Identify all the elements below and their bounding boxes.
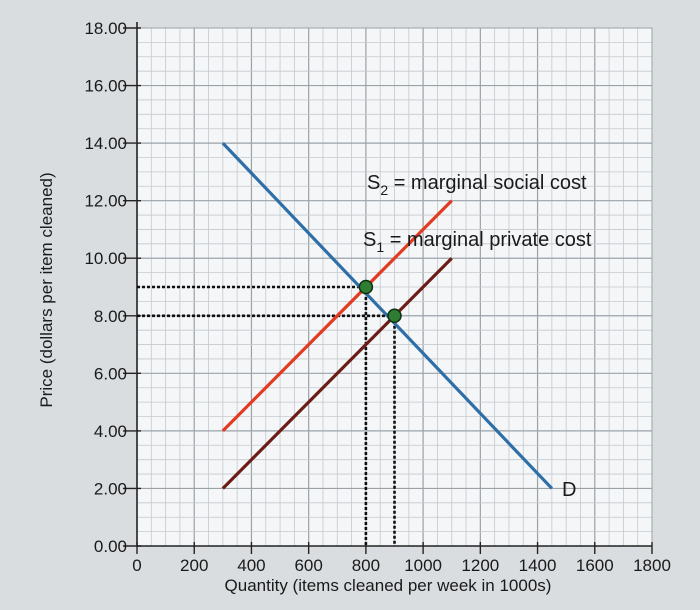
- x-tick-label: 0: [132, 556, 141, 575]
- marginal-private-cost-curve: [221, 257, 453, 490]
- x-tick-label: 600: [294, 556, 322, 575]
- s1-label-text: = marginal private cost: [384, 229, 592, 251]
- x-tick-label: 400: [237, 556, 265, 575]
- y-tick-label: 0.00: [94, 537, 127, 556]
- s1-label-sub: 1: [376, 239, 384, 255]
- s2-curve-label: S2 = marginal social cost: [367, 172, 587, 198]
- y-axis-title: Price (dollars per item cleaned): [37, 172, 56, 407]
- s1-curve-label: S1 = marginal private cost: [363, 229, 592, 255]
- y-tick-label: 8.00: [94, 307, 127, 326]
- x-tick-label: 800: [352, 556, 380, 575]
- x-axis-title: Quantity (items cleaned per week in 1000…: [225, 576, 552, 595]
- s1-label-s: S: [363, 229, 376, 251]
- x-tick-label: 200: [180, 556, 208, 575]
- x-tick-label: 1800: [633, 556, 671, 575]
- y-tick-label: 6.00: [94, 364, 127, 383]
- d-curve-label: D: [562, 479, 576, 501]
- y-tick-label: 18.00: [84, 19, 127, 38]
- dotted-guides: [137, 285, 396, 546]
- axes: 0.00 2.00 4.00 6.00 8.00 10.00 12.00 14.00 16.00…: [84, 19, 670, 575]
- s2-label-text: = marginal social cost: [388, 172, 587, 194]
- x-tick-label: 1200: [461, 556, 499, 575]
- x-tick-label: 1600: [576, 556, 614, 575]
- y-tick-label: 12.00: [84, 192, 127, 211]
- social-equilibrium-point: [358, 279, 374, 295]
- s2-label-s: S: [367, 172, 380, 194]
- equilibrium-points: [358, 279, 402, 324]
- x-tick-label: 1000: [404, 556, 442, 575]
- y-tick-label: 14.00: [84, 134, 127, 153]
- x-tick-label: 1400: [519, 556, 557, 575]
- y-tick-label: 16.00: [84, 77, 127, 96]
- s2-label-sub: 2: [380, 182, 388, 198]
- y-tick-label: 4.00: [94, 422, 127, 441]
- y-tick-label: 10.00: [84, 249, 127, 268]
- y-tick-label: 2.00: [94, 479, 127, 498]
- private-equilibrium-point: [387, 308, 402, 324]
- labels: Price (dollars per item cleaned) Quantit…: [37, 172, 592, 595]
- marginal-social-cost-curve: [221, 199, 453, 433]
